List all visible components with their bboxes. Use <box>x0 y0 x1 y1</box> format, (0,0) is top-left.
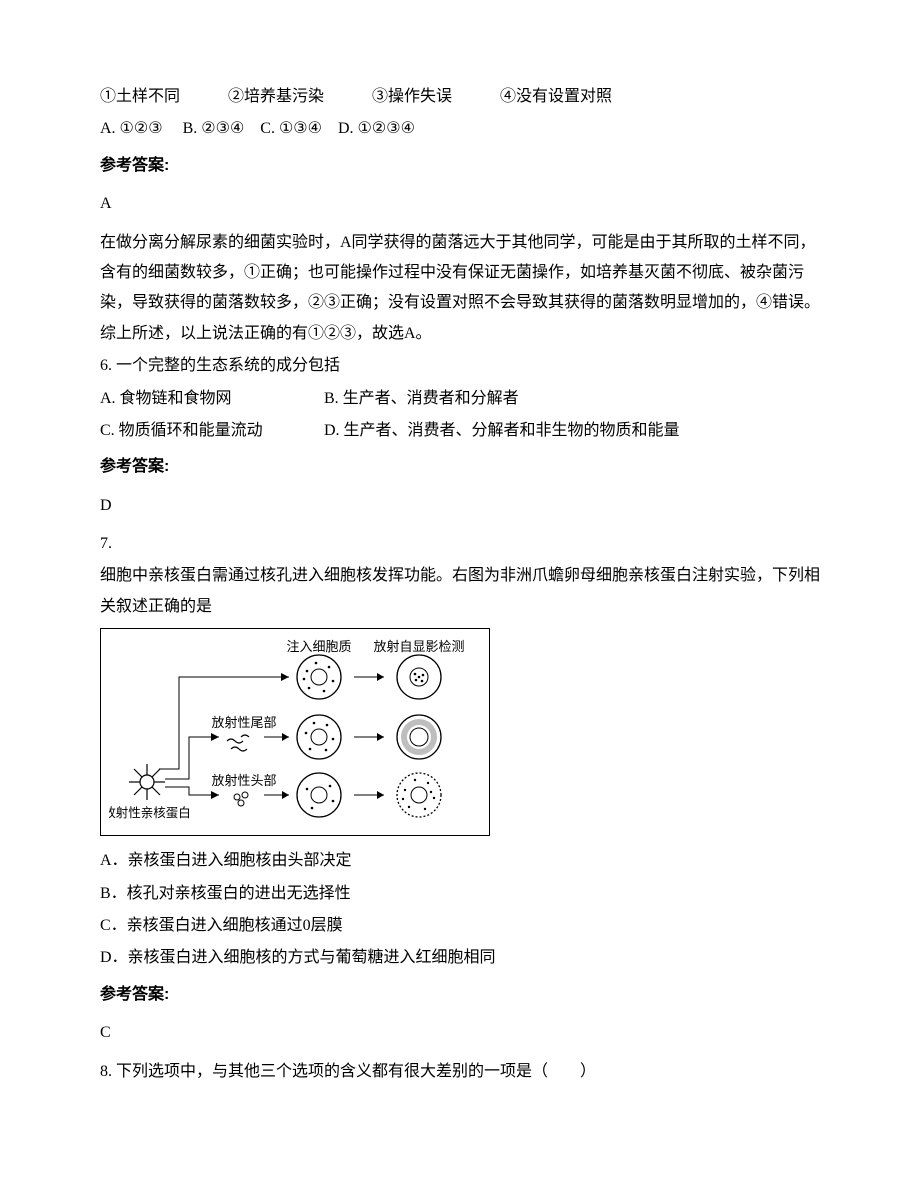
q7-answer: C <box>100 1018 820 1048</box>
row2-cell-inject <box>297 715 341 759</box>
experiment-diagram-svg: 注入细胞质 放射自显影检测 放射性亲核蛋白 <box>109 637 479 827</box>
head-fragments-icon <box>234 792 248 806</box>
q6-answer: D <box>100 491 820 521</box>
row2-cell-detect <box>397 715 441 759</box>
q7-stem: 细胞中亲核蛋白需通过核孔进入细胞核发挥功能。右图为非洲爪蟾卵母细胞亲核蛋白注射实… <box>100 561 820 622</box>
q5-sub-choices: ①土样不同 ②培养基污染 ③操作失误 ④没有设置对照 <box>100 82 820 112</box>
q5-options: A. ①②③ B. ②③④ C. ①③④ D. ①②③④ <box>100 114 820 144</box>
q5-sub-4: ④没有设置对照 <box>500 82 612 112</box>
q5-answer: A <box>100 189 820 219</box>
row2-label: 放射性尾部 <box>211 715 276 730</box>
row3-cell-detect <box>397 773 441 817</box>
q7-optA: A．亲核蛋白进入细胞核由头部决定 <box>100 846 820 876</box>
q7-number: 7. <box>100 529 820 559</box>
q5-answer-label: 参考答案: <box>100 151 820 181</box>
q6-optA: A. 食物链和食物网 <box>100 384 320 414</box>
col-label-2: 放射自显影检测 <box>373 639 464 654</box>
q6-optC: C. 物质循环和能量流动 <box>100 416 320 446</box>
q8-stem: 8. 下列选项中，与其他三个选项的含义都有很大差别的一项是（ ） <box>100 1057 820 1087</box>
col-label-1: 注入细胞质 <box>286 639 351 654</box>
q6-optD: D. 生产者、消费者、分解者和非生物的物质和能量 <box>324 422 680 439</box>
q7-optC: C．亲核蛋白进入细胞核通过0层膜 <box>100 911 820 941</box>
q6-answer-label: 参考答案: <box>100 452 820 482</box>
tail-fragments-icon <box>227 735 249 751</box>
q6-opts-row1: A. 食物链和食物网 B. 生产者、消费者和分解者 <box>100 384 820 414</box>
left-label: 放射性亲核蛋白 <box>109 805 191 820</box>
row3-label: 放射性头部 <box>211 773 276 788</box>
q5-sub-1: ①土样不同 <box>100 82 180 112</box>
q7-optD: D．亲核蛋白进入细胞核的方式与葡萄糖进入红细胞相同 <box>100 943 820 973</box>
q7-answer-label: 参考答案: <box>100 980 820 1010</box>
q5-sub-3: ③操作失误 <box>372 82 452 112</box>
q5-explanation: 在做分离分解尿素的细菌实验时，A同学获得的菌落远大于其他同学，可能是由于其所取的… <box>100 228 820 350</box>
row3-cell-inject <box>297 773 341 817</box>
q5-sub-2: ②培养基污染 <box>228 82 324 112</box>
q6-stem: 6. 一个完整的生态系统的成分包括 <box>100 351 820 381</box>
q7-diagram: 注入细胞质 放射自显影检测 放射性亲核蛋白 <box>100 628 490 836</box>
q7-optB: B．核孔对亲核蛋白的进出无选择性 <box>100 879 820 909</box>
q6-optB: B. 生产者、消费者和分解者 <box>324 390 519 407</box>
q6-opts-row2: C. 物质循环和能量流动 D. 生产者、消费者、分解者和非生物的物质和能量 <box>100 416 820 446</box>
row1-cell-inject <box>297 655 341 699</box>
row1-cell-detect <box>397 655 441 699</box>
